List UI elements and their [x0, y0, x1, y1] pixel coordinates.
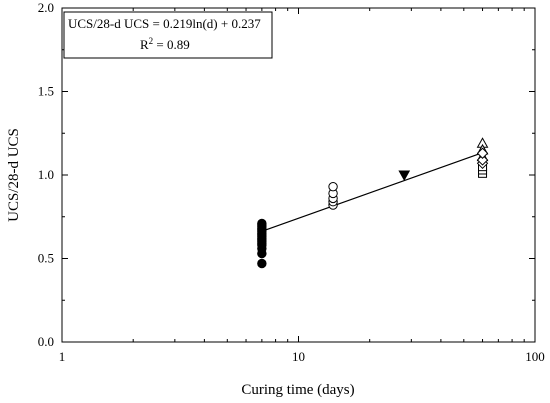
equation-box: UCS/28-d UCS = 0.219ln(d) + 0.237 R2 = 0… — [63, 11, 273, 59]
data-point-filled-triangle-down — [398, 170, 411, 182]
data-point-filled-circle — [257, 218, 267, 229]
y-tick-label: 1.0 — [38, 167, 54, 182]
fit-line-group — [261, 152, 483, 232]
data-points — [257, 137, 489, 269]
x-tick-label: 1 — [59, 349, 66, 364]
x-tick-label: 10 — [292, 349, 305, 364]
data-point-open-diamond — [476, 154, 489, 166]
equation-box-frame — [63, 11, 273, 59]
y-tick-label: 0.5 — [38, 251, 54, 266]
r-squared-value: = 0.89 — [153, 37, 190, 52]
y-tick-label: 2.0 — [38, 0, 54, 15]
data-point-open-circle — [328, 181, 338, 192]
axis-ticks: 1 10 100 0.0 0.5 1.0 1.5 2.0 — [38, 0, 545, 364]
x-tick-label: 100 — [525, 349, 545, 364]
fit-line — [261, 152, 483, 232]
r-squared-label: R — [140, 37, 149, 52]
data-point-filled-circle — [257, 258, 267, 269]
r-squared-text: R2 = 0.89 — [140, 36, 190, 52]
y-axis-title: UCS/28-d UCS — [6, 128, 22, 222]
data-point-open-diamond — [476, 147, 489, 159]
r-squared-superscript: 2 — [149, 36, 154, 46]
equation-text: UCS/28-d UCS = 0.219ln(d) + 0.237 — [68, 16, 261, 31]
y-tick-label: 0.0 — [38, 334, 54, 349]
x-axis-title: Curing time (days) — [241, 382, 354, 398]
y-tick-label: 1.5 — [38, 84, 54, 99]
